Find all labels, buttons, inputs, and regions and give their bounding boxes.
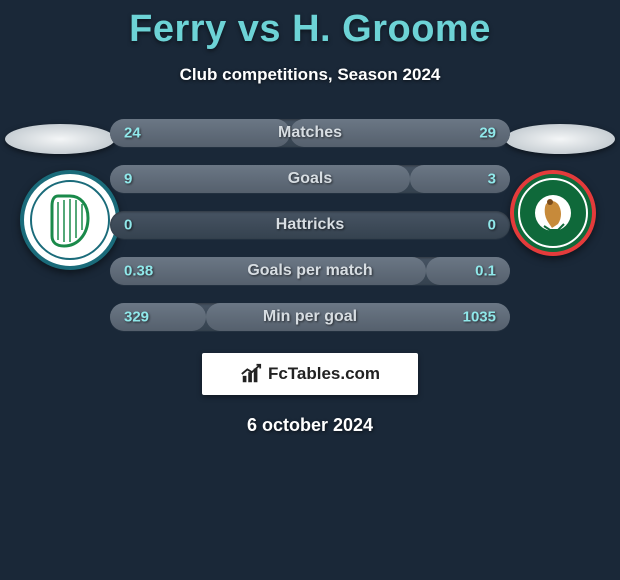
stat-value-left: 0 (124, 217, 132, 234)
bar-fill-left (110, 165, 410, 193)
stat-label: Goals per match (247, 262, 372, 280)
stat-label: Min per goal (263, 308, 357, 326)
stats-bars: 24 29 Matches 9 3 Goals 0 0 Hattricks 0.38 0.1 Goal… (110, 119, 510, 331)
stat-row: 24 29 Matches (110, 119, 510, 147)
brand-label: FcTables.com (268, 364, 380, 384)
stat-value-right: 3 (488, 171, 496, 188)
stat-value-left: 329 (124, 309, 149, 326)
stat-value-right: 0 (488, 217, 496, 234)
stat-value-right: 0.1 (475, 263, 496, 280)
stat-value-right: 29 (479, 125, 496, 142)
brand-box[interactable]: FcTables.com (202, 353, 418, 395)
stat-value-left: 24 (124, 125, 141, 142)
stat-label: Matches (278, 124, 342, 142)
subtitle: Club competitions, Season 2024 (0, 65, 620, 85)
stat-row: 0 0 Hattricks (110, 211, 510, 239)
stat-value-left: 0.38 (124, 263, 153, 280)
stat-value-right: 1035 (463, 309, 496, 326)
date-label: 6 october 2024 (0, 415, 620, 436)
chart-icon (240, 363, 262, 385)
bar-fill-right (426, 257, 510, 285)
stat-value-left: 9 (124, 171, 132, 188)
stat-label: Goals (288, 170, 332, 188)
stat-row: 0.38 0.1 Goals per match (110, 257, 510, 285)
stat-row: 329 1035 Min per goal (110, 303, 510, 331)
stat-row: 9 3 Goals (110, 165, 510, 193)
stat-label: Hattricks (276, 216, 344, 234)
page-title: Ferry vs H. Groome (0, 0, 620, 51)
